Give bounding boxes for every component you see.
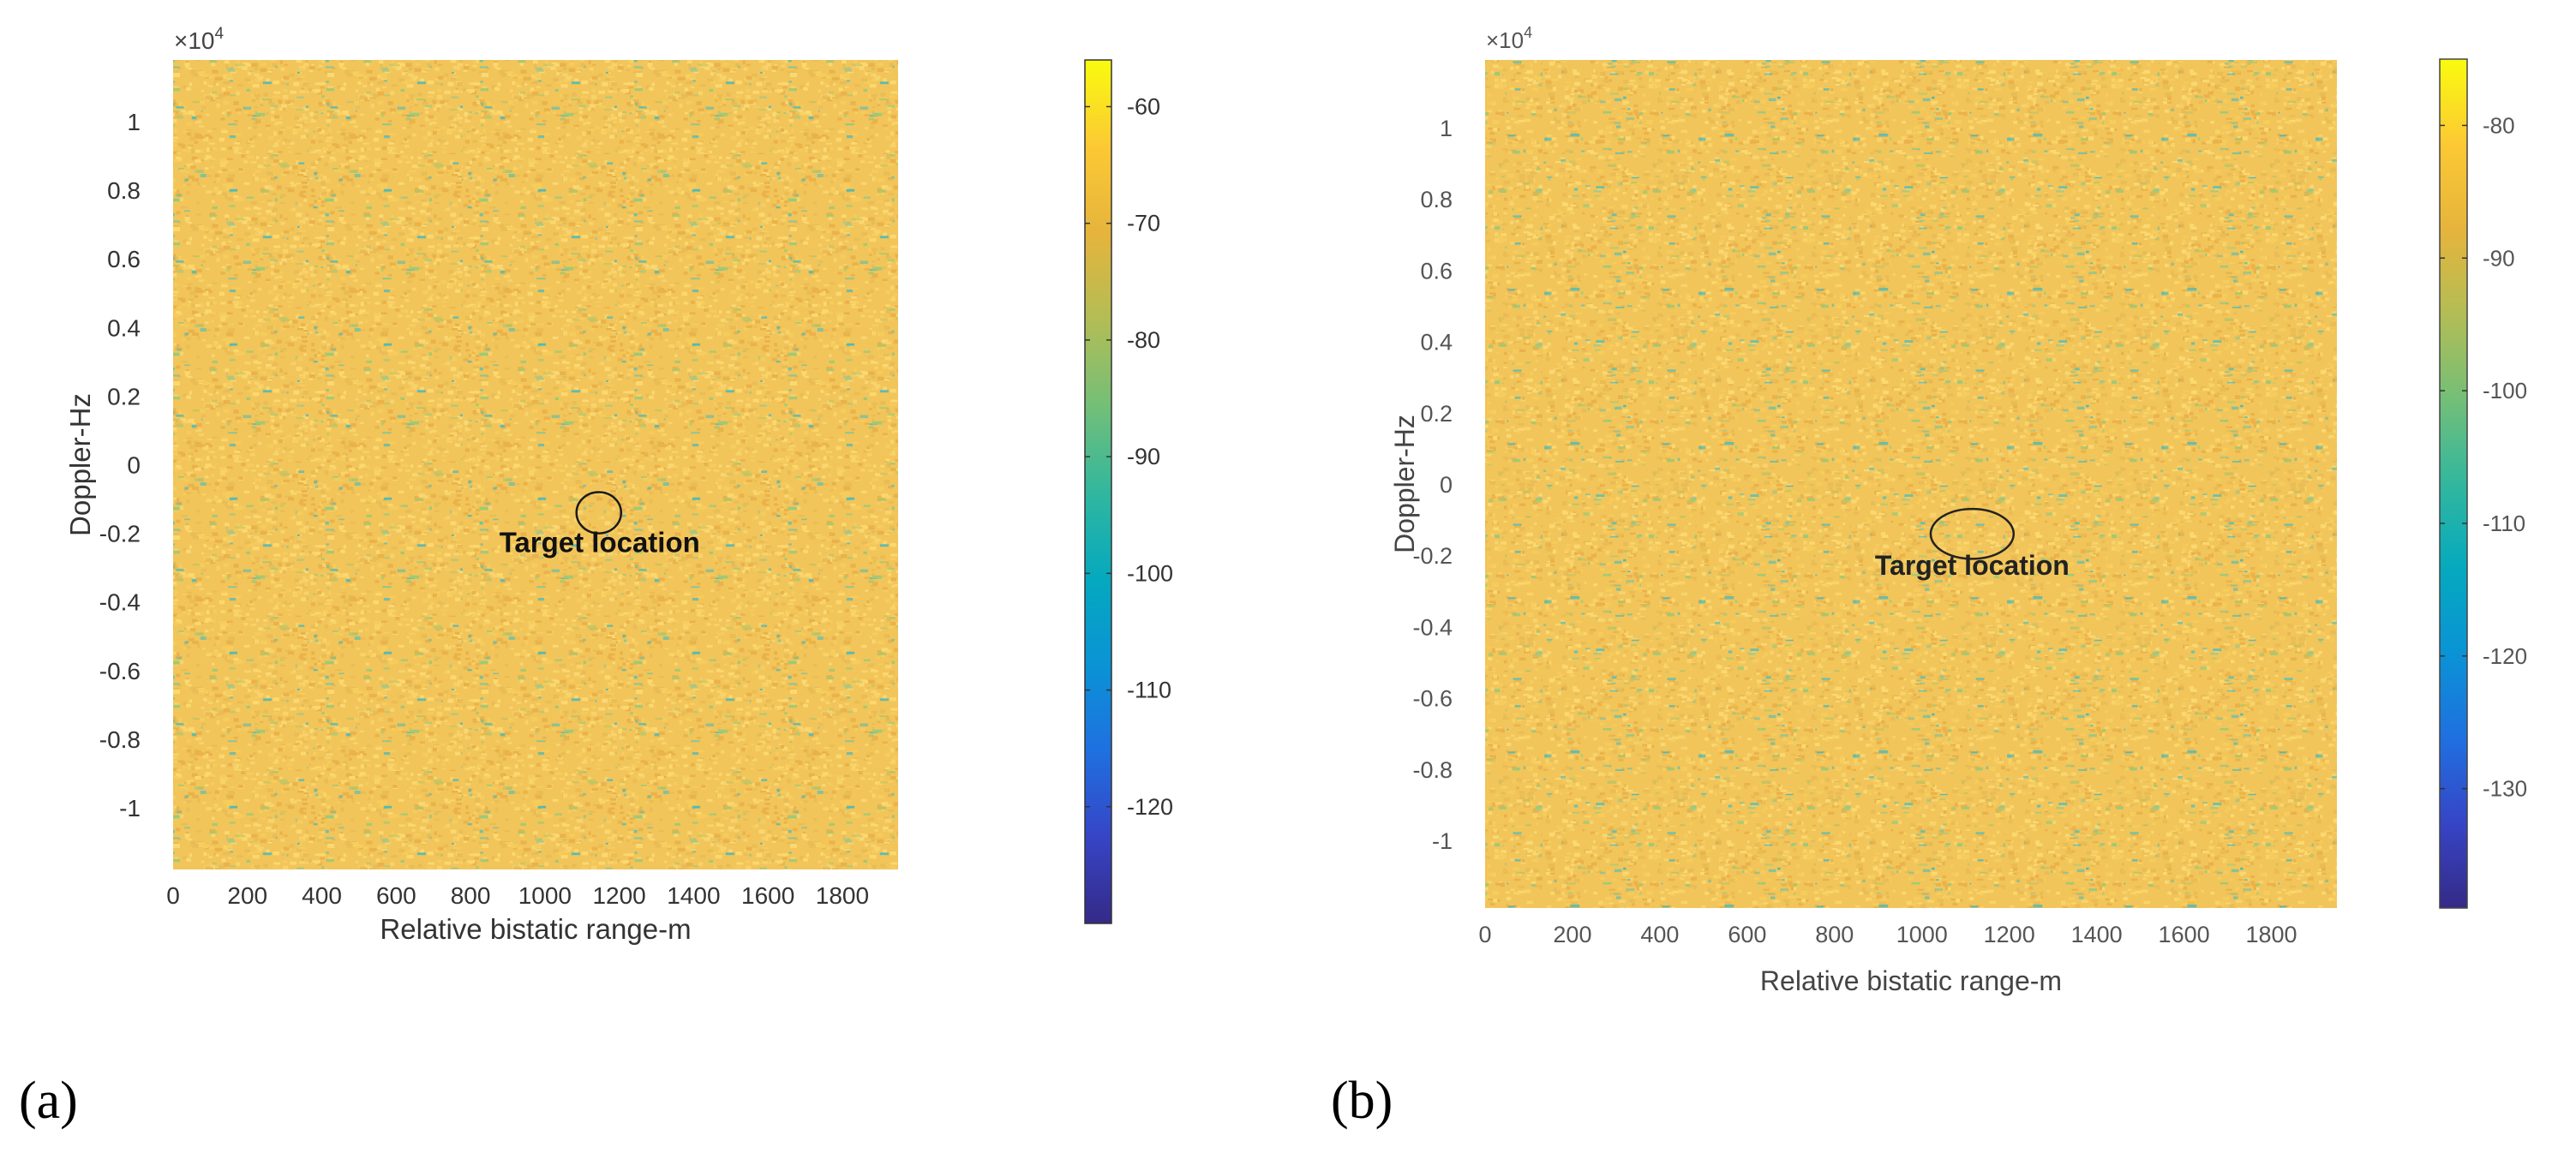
y-exponent-label: ×104 <box>174 25 225 54</box>
colorbar-tick-label: -100 <box>1127 560 1173 586</box>
colorbar-tick-label: -60 <box>1127 93 1160 119</box>
y-tick-label: -0.6 <box>99 658 141 684</box>
y-tick-label: 0 <box>127 452 141 479</box>
x-tick-label: 0 <box>166 882 180 909</box>
y-tick-label: -0.6 <box>1412 686 1453 712</box>
x-tick-label: 1800 <box>816 882 869 909</box>
y-axis-label: Doppler-Hz <box>64 393 96 536</box>
y-axis-ticks: 1 0.8 0.6 0.4 0.2 0 -0.2 -0.4 -0.6 -0.8 -1 <box>1412 116 1453 854</box>
x-tick-label: 800 <box>451 882 491 909</box>
target-ellipse <box>1929 507 2016 560</box>
y-tick-label: -0.8 <box>1412 757 1453 783</box>
y-tick-label: -0.2 <box>1412 543 1453 569</box>
x-tick-label: 1600 <box>741 882 794 909</box>
colorbar-tick-label: -120 <box>2483 643 2527 669</box>
colorbar-tick-label: -100 <box>2483 378 2527 403</box>
colorbar <box>2439 58 2468 909</box>
colorbar-tick-label: -110 <box>2483 511 2525 536</box>
panel-label: (a) <box>19 1072 78 1130</box>
x-tick-label: 600 <box>1728 922 1766 947</box>
y-tick-label: 0.4 <box>1420 330 1453 355</box>
y-tick-label: 0.2 <box>107 383 141 409</box>
x-tick-label: 1000 <box>1896 922 1948 947</box>
colorbar-tick-label: -90 <box>2483 245 2515 271</box>
colorbar <box>1084 59 1112 924</box>
colorbar-tick-label: -80 <box>1127 327 1160 353</box>
panel-label: (b) <box>1331 1072 1393 1130</box>
x-tick-label: 1200 <box>592 882 645 909</box>
y-tick-label: 0.2 <box>1420 401 1453 427</box>
target-location-label: Target location <box>1875 550 2070 581</box>
x-tick-label: 0 <box>1478 922 1491 947</box>
y-axis-ticks: 1 0.8 0.6 0.4 0.2 0 -0.2 -0.4 -0.6 -0.8 -1 <box>99 109 141 821</box>
colorbar-tick-label: -90 <box>1127 444 1160 469</box>
x-tick-label: 600 <box>376 882 416 909</box>
colorbar-tick-label: -70 <box>1127 211 1160 236</box>
y-tick-label: 1 <box>1440 116 1453 141</box>
colorbar-tick-label: -130 <box>2483 776 2527 802</box>
x-tick-label: 1600 <box>2159 922 2210 947</box>
x-axis-label: Relative bistatic range-m <box>380 913 691 945</box>
x-tick-label: 400 <box>1640 922 1679 947</box>
y-tick-label: -0.4 <box>1412 614 1453 640</box>
x-tick-label: 1400 <box>667 882 720 909</box>
x-tick-label: 1000 <box>518 882 572 909</box>
x-tick-label: 400 <box>302 882 342 909</box>
y-tick-label: 1 <box>127 109 141 135</box>
y-tick-label: 0.6 <box>107 246 141 272</box>
y-tick-label: -1 <box>119 795 141 821</box>
x-tick-label: 800 <box>1815 922 1854 947</box>
panel-a: 0 200 400 600 800 1000 1200 1400 1600 1800 1 0.8 0.… <box>19 25 1173 1130</box>
x-tick-label: 200 <box>1553 922 1591 947</box>
y-tick-label: 0.6 <box>1420 258 1453 284</box>
panel-b: 0 200 400 600 800 1000 1200 1400 1600 1800 1 0.8 0.… <box>1331 24 2527 1130</box>
target-location-label: Target location <box>500 527 700 559</box>
colorbar-tick-label: -110 <box>1127 678 1171 703</box>
target-ellipse <box>575 491 623 535</box>
heatmap-area <box>1485 60 2337 908</box>
y-tick-label: 0.4 <box>107 314 141 341</box>
x-axis-label: Relative bistatic range-m <box>1760 965 2062 996</box>
y-tick-label: 0.8 <box>107 177 141 204</box>
x-tick-label: 1200 <box>1984 922 2035 947</box>
colorbar-ticks: -80 -90 -100 -110 -120 -130 <box>2440 112 2527 802</box>
x-axis-ticks: 0 200 400 600 800 1000 1200 1400 1600 1800 <box>166 882 869 909</box>
y-tick-label: -0.2 <box>99 521 141 547</box>
colorbar-tick-label: -80 <box>2483 112 2515 138</box>
x-tick-label: 200 <box>227 882 267 909</box>
y-tick-label: -0.8 <box>99 726 141 753</box>
y-tick-label: -0.4 <box>99 589 141 616</box>
y-exponent-label: ×104 <box>1486 24 1532 53</box>
x-tick-label: 1800 <box>2245 922 2297 947</box>
colorbar-tick-label: -120 <box>1127 794 1173 820</box>
y-axis-label: Doppler-Hz <box>1389 415 1420 553</box>
x-tick-label: 1400 <box>2071 922 2123 947</box>
y-tick-label: 0.8 <box>1420 187 1453 212</box>
y-tick-label: 0 <box>1440 472 1453 498</box>
heatmap-area <box>173 60 898 869</box>
y-tick-label: -1 <box>1432 828 1453 854</box>
x-axis-ticks: 0 200 400 600 800 1000 1200 1400 1600 1800 <box>1478 922 2297 947</box>
colorbar-ticks: -60 -70 -80 -90 -100 -110 -120 <box>1085 93 1173 820</box>
